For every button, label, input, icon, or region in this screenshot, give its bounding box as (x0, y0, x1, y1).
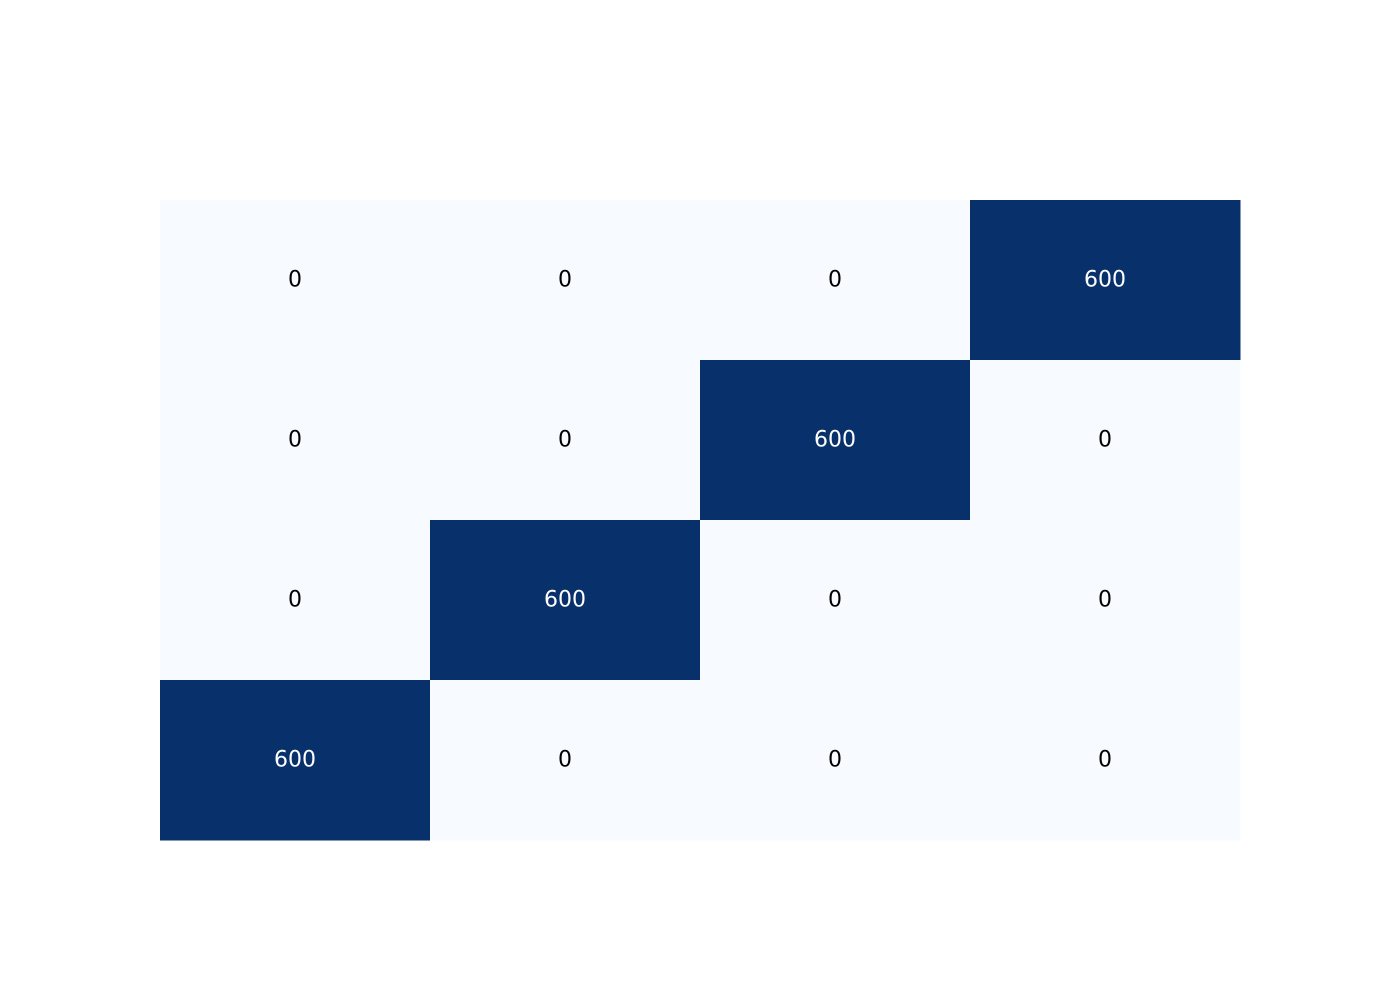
heatmap-cell-label-r2-c3: 0 (1098, 588, 1112, 613)
heatmap-cell-label-r3-c0: 600 (274, 748, 316, 773)
heatmap-cell-label-r2-c1: 600 (544, 588, 586, 613)
heatmap-cell-r3-c3 (970, 680, 1241, 841)
heatmap-cell-r2-c2 (700, 520, 971, 681)
heatmap-cell-r0-c3 (970, 200, 1241, 361)
heatmap-cell-r0-c2 (700, 200, 971, 361)
heatmap-cell-r1-c2 (700, 360, 971, 521)
heatmap-labels: 0 0 0 600 0 0 600 0 0 600 0 0 600 0 0 0 (274, 268, 1126, 773)
heatmap-cell-r1-c0 (160, 360, 431, 521)
heatmap-cell-r3-c1 (430, 680, 701, 841)
heatmap-cell-label-r0-c2: 0 (828, 268, 842, 293)
heatmap-cell-label-r3-c3: 0 (1098, 748, 1112, 773)
heatmap-cell-label-r1-c0: 0 (288, 428, 302, 453)
heatmap-cell-label-r3-c2: 0 (828, 748, 842, 773)
heatmap-cell-label-r0-c1: 0 (558, 268, 572, 293)
heatmap-cell-r0-c0 (160, 200, 431, 361)
heatmap-cell-label-r1-c3: 0 (1098, 428, 1112, 453)
heatmap-cell-r2-c3 (970, 520, 1241, 681)
heatmap-cell-label-r2-c2: 0 (828, 588, 842, 613)
heatmap-cell-label-r1-c2: 600 (814, 428, 856, 453)
heatmap-cell-r1-c3 (970, 360, 1241, 521)
heatmap-cell-label-r1-c1: 0 (558, 428, 572, 453)
heatmap-cells (160, 200, 1241, 841)
heatmap-cell-r3-c0 (160, 680, 431, 841)
heatmap-cell-r0-c1 (430, 200, 701, 361)
heatmap-cell-label-r0-c0: 0 (288, 268, 302, 293)
heatmap-cell-r1-c1 (430, 360, 701, 521)
heatmap-cell-label-r2-c0: 0 (288, 588, 302, 613)
heatmap-cell-r3-c2 (700, 680, 971, 841)
heatmap-cell-label-r0-c3: 600 (1084, 268, 1126, 293)
heatmap-cell-r2-c1 (430, 520, 701, 681)
heatmap-cell-label-r3-c1: 0 (558, 748, 572, 773)
heatmap-cell-r2-c0 (160, 520, 431, 681)
